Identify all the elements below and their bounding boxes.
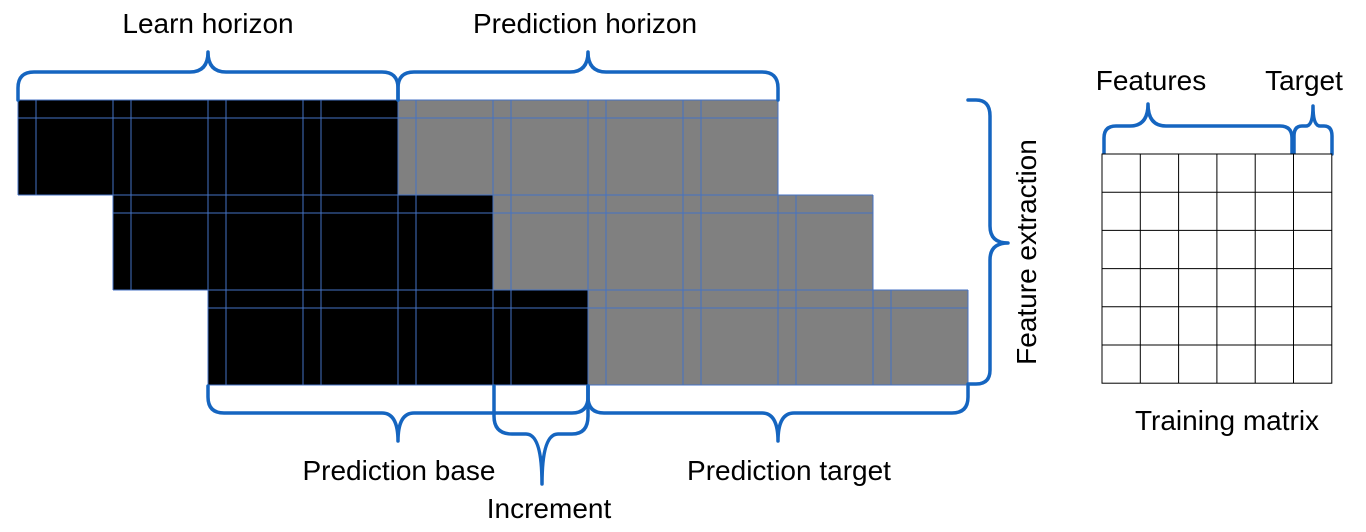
- window-3: [207, 289, 969, 386]
- window-1: [17, 99, 779, 196]
- increment-brace: [492, 384, 590, 486]
- prediction-horizon-brace: [396, 50, 780, 102]
- learn-horizon-label: Learn horizon: [122, 8, 293, 39]
- feature-extraction-brace: [966, 98, 1010, 386]
- matrix-cells: [1102, 154, 1332, 384]
- prediction-target-label: Prediction target: [687, 455, 891, 486]
- time-windows: [17, 99, 969, 386]
- training-matrix-grid: [1101, 153, 1333, 384]
- window-grid-lines: [207, 289, 969, 386]
- prediction-base-brace: [206, 384, 590, 443]
- window-2: [112, 194, 874, 291]
- prediction-horizon-label: Prediction horizon: [473, 8, 697, 39]
- training-matrix-label: Training matrix: [1135, 405, 1319, 436]
- features-brace: [1102, 102, 1294, 156]
- feature-extraction-label: Feature extraction: [1011, 139, 1042, 365]
- increment-label: Increment: [487, 493, 612, 524]
- target-label: Target: [1265, 65, 1343, 96]
- learn-horizon-brace: [16, 50, 400, 102]
- prediction-target-brace: [586, 384, 970, 443]
- prediction-base-label: Prediction base: [302, 455, 495, 486]
- features-label: Features: [1096, 65, 1207, 96]
- target-brace: [1292, 104, 1334, 156]
